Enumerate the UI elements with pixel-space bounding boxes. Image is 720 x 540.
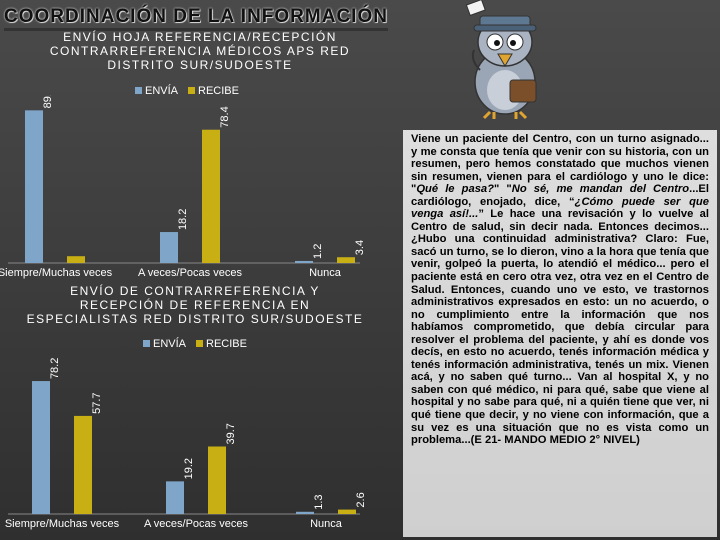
legend-item-envia: ENVÍA [143, 338, 186, 350]
bar-recibe [338, 509, 356, 514]
data-label: 78.2 [49, 358, 61, 379]
chart2-title-line: ENVÍO DE CONTRARREFERENCIA Y [70, 284, 320, 298]
data-label: 39.7 [225, 423, 237, 444]
legend-item-recibe: RECIBE [196, 338, 247, 350]
data-label: 2.6 [355, 492, 367, 507]
chart1-legend: ENVÍA RECIBE [135, 85, 239, 97]
legend-label: ENVÍA [145, 85, 179, 97]
data-label: 57.7 [91, 392, 103, 413]
bar-recibe [67, 256, 85, 263]
bar-envia [295, 260, 313, 263]
chart1: 89.8 Siempre/Muchas veces 18.2 78.4 A veces/… [0, 95, 366, 279]
data-label: 1.2 [312, 244, 324, 259]
data-label: 18.2 [177, 209, 189, 230]
chart2-title: ENVÍO DE CONTRARREFERENCIA Y RECEPCIÓN D… [10, 284, 380, 326]
data-label: 78.4 [219, 106, 231, 127]
bar-envia [25, 110, 43, 263]
bar-envia [32, 381, 50, 514]
category-label: A veces/Pocas veces [138, 267, 242, 279]
quote-text: ” Le hace una revisación y lo vuelve al … [411, 208, 709, 447]
legend-item-recibe: RECIBE [188, 85, 239, 97]
quote-emphasis: Qué le pasa? [416, 183, 494, 196]
quote-emphasis: ¿Cómo puede ser que venga así!... [411, 195, 709, 221]
legend-label: RECIBE [206, 338, 247, 350]
page-title: COORDINACIÓN DE LA INFORMACIÓN [4, 6, 388, 31]
chart1-title: ENVÍO HOJA REFERENCIA/RECEPCIÓN CONTRARR… [20, 30, 380, 72]
data-label: 1.3 [313, 494, 325, 509]
data-label: 19.2 [183, 458, 195, 479]
legend-item-envia: ENVÍA [135, 85, 178, 97]
interview-quote: Viene un paciente del Centro, con un tur… [411, 133, 709, 447]
legend-swatch [143, 340, 150, 347]
chart1-title-line: DISTRITO SUR/SUDOESTE [107, 58, 293, 72]
legend-swatch [196, 340, 204, 347]
pigeon-mascot-icon [465, 0, 537, 120]
category-label: A veces/Pocas veces [144, 518, 248, 530]
category-label: Siempre/Muchas veces [5, 518, 120, 530]
chart1-title-line: CONTRARREFERENCIA MÉDICOS APS RED [49, 44, 351, 58]
chart2-legend: ENVÍA RECIBE [143, 338, 247, 350]
chart2-title-line: ESPECIALISTAS RED DISTRITO SUR/SUDOESTE [26, 312, 364, 326]
interview-quote-box: Viene un paciente del Centro, con un tur… [403, 130, 717, 537]
data-label: 89.8 [42, 95, 54, 108]
bar-envia [296, 511, 314, 514]
chart2: 78.2 57.7 Siempre/Muchas veces 19.2 39.7 A ve… [5, 358, 367, 530]
bar-recibe [208, 446, 226, 514]
legend-swatch [135, 87, 142, 94]
bar-recibe [74, 415, 92, 514]
quote-text: Viene un paciente del Centro, con un tur… [411, 133, 709, 196]
legend-label: RECIBE [198, 85, 239, 97]
quote-text: ...El cardiólogo, enojado, dice, “ [411, 183, 710, 208]
bar-recibe [337, 257, 355, 263]
category-label: Nunca [309, 267, 342, 279]
legend-label: ENVÍA [153, 338, 187, 350]
data-label: 3.4 [354, 240, 366, 255]
bar-envia [166, 481, 184, 514]
category-label: Nunca [310, 518, 343, 530]
legend-swatch [188, 87, 196, 94]
chart1-title-line: ENVÍO HOJA REFERENCIA/RECEPCIÓN [63, 30, 337, 44]
quote-emphasis: No sé, me mandan del Centro [511, 183, 690, 196]
category-label: Siempre/Muchas veces [0, 267, 113, 279]
quote-text: " " [494, 183, 512, 196]
bar-envia [160, 232, 178, 263]
chart2-title-line: RECEPCIÓN DE REFERENCIA EN [79, 298, 311, 312]
bar-recibe [202, 129, 220, 263]
